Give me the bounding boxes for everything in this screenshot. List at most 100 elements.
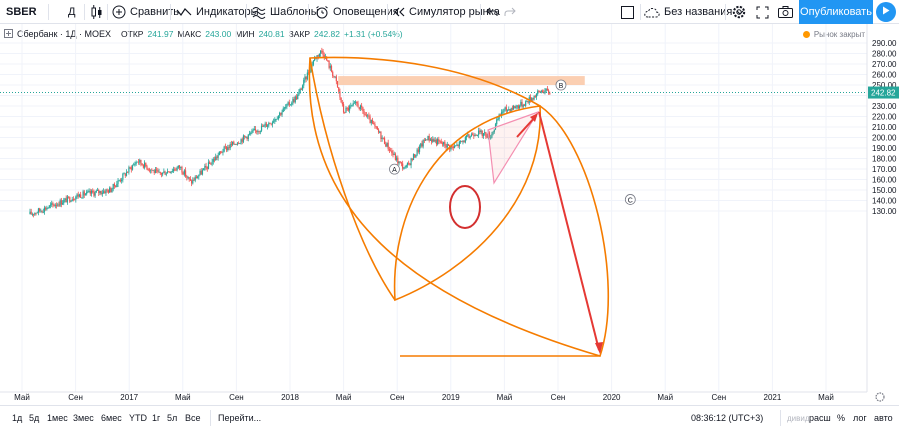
- candle-body-up: [437, 139, 439, 145]
- candle-body-down: [58, 204, 60, 206]
- arc-outer[interactable]: [308, 56, 610, 357]
- range-all[interactable]: Все: [185, 406, 201, 430]
- redo-button[interactable]: [504, 0, 516, 24]
- undo-button[interactable]: [486, 0, 498, 24]
- arc-inner[interactable]: [393, 105, 541, 302]
- settings-button[interactable]: [732, 0, 746, 24]
- snapshot-button[interactable]: [778, 0, 793, 24]
- candle-body-up: [314, 57, 316, 61]
- range-6m[interactable]: 6мес: [101, 406, 122, 430]
- candle-body-up: [158, 171, 160, 173]
- candle-body-up: [525, 101, 527, 106]
- alerts-button[interactable]: Оповещения: [315, 0, 399, 24]
- candle-body-up: [236, 143, 239, 145]
- candle-body-down: [428, 135, 430, 141]
- range-1y[interactable]: 1г: [152, 406, 160, 430]
- publish-button[interactable]: Опубликовать: [799, 0, 873, 24]
- candle-body-up: [176, 167, 178, 171]
- undo-icon: [486, 7, 498, 17]
- point-label-c[interactable]: [624, 194, 636, 205]
- layout-name-label: Без названия: [664, 6, 733, 18]
- candle-body-up: [381, 137, 383, 140]
- candle-body-up: [171, 171, 173, 172]
- play-button[interactable]: [876, 2, 896, 22]
- time-tick-label: 2019: [442, 393, 460, 402]
- candle-body-down: [457, 144, 459, 147]
- highlight-ellipse[interactable]: [449, 185, 481, 229]
- candle-body-up: [348, 106, 351, 111]
- candle-body-up: [47, 207, 49, 209]
- range-5d[interactable]: 5д: [29, 406, 39, 430]
- auto-toggle[interactable]: авто: [874, 406, 893, 430]
- candle-body-up: [386, 142, 388, 147]
- candle-body-up: [170, 171, 172, 173]
- arrow-down-line[interactable]: [538, 111, 600, 351]
- replay-button[interactable]: Симулятор рынка: [393, 0, 500, 24]
- candle-body-up: [197, 176, 199, 179]
- expand-icon[interactable]: [4, 28, 13, 40]
- candle-body-up: [393, 153, 395, 155]
- separator: [308, 4, 309, 20]
- dividend-adjust-toggle[interactable]: дивид: [787, 406, 810, 430]
- range-5y[interactable]: 5л: [167, 406, 177, 430]
- chart-settings-gear-icon[interactable]: [875, 392, 885, 402]
- candle-body-down: [293, 99, 295, 102]
- wedge-pattern[interactable]: [487, 110, 540, 185]
- range-1d[interactable]: 1д: [12, 406, 22, 430]
- point-label-b[interactable]: [555, 79, 567, 91]
- candle-body-up: [215, 156, 217, 161]
- candle-body-up: [470, 134, 472, 137]
- dividend-label: дивид: [787, 413, 810, 423]
- resistance-zone[interactable]: [338, 76, 585, 85]
- range-ytd[interactable]: YTD: [129, 406, 147, 430]
- range-1m[interactable]: 1мес: [47, 406, 68, 430]
- candle-body-down: [307, 72, 310, 74]
- percent-toggle[interactable]: %: [837, 406, 845, 430]
- candle-body-down: [225, 146, 228, 151]
- price-chart[interactable]: ABC290.00280.00270.00260.00250.00240.002…: [0, 24, 899, 405]
- candle-body-up: [519, 105, 521, 109]
- candle-body-down: [83, 191, 85, 196]
- templates-button[interactable]: Шаблоны: [252, 0, 319, 24]
- point-label-a[interactable]: [389, 163, 400, 175]
- compare-button[interactable]: Сравнить: [112, 0, 179, 24]
- layout-menu[interactable]: Без названия: [644, 0, 744, 24]
- range-3m[interactable]: 3мес: [73, 406, 94, 430]
- close-value: 242.82: [314, 29, 340, 39]
- extended-hours-toggle[interactable]: расш: [809, 406, 831, 430]
- candle-body-up: [180, 166, 182, 168]
- chart-type-button[interactable]: [91, 0, 103, 24]
- arc-left[interactable]: [309, 57, 396, 301]
- candle-body-down: [380, 132, 382, 140]
- candle-body-down: [479, 130, 481, 132]
- candle-body-up: [121, 179, 123, 181]
- candle-body-up: [502, 111, 504, 113]
- candle-body-down: [148, 169, 150, 171]
- symbol-search[interactable]: SBER: [6, 0, 37, 24]
- candle-body-down: [342, 104, 345, 113]
- indicators-button[interactable]: Индикаторы: [176, 0, 259, 24]
- log-toggle[interactable]: лог: [853, 406, 867, 430]
- clock[interactable]: 08:36:12 (UTC+3): [691, 406, 763, 430]
- fullscreen-button[interactable]: [756, 0, 769, 24]
- candle-body-up: [298, 91, 300, 95]
- time-tick-label: Сен: [229, 393, 244, 402]
- candle-body-down: [391, 150, 393, 153]
- candle-body-up: [87, 191, 89, 193]
- candle-body-up: [429, 139, 431, 141]
- candle-body-up: [480, 130, 482, 132]
- candle-body-up: [250, 133, 252, 134]
- candle-body-down: [159, 171, 161, 174]
- interval-button[interactable]: Д: [68, 0, 75, 24]
- candle-body-up: [264, 123, 266, 125]
- candle-body-down: [65, 198, 67, 203]
- price-tick-label: 170.00: [872, 165, 897, 174]
- fullscreen-toggle[interactable]: [621, 0, 634, 24]
- separator: [725, 4, 726, 20]
- candle-body-down: [205, 165, 207, 168]
- candle-body-up: [54, 205, 56, 207]
- candle-body-down: [421, 143, 423, 147]
- price-tick-label: 220.00: [872, 113, 897, 122]
- alerts-label: Оповещения: [333, 6, 399, 18]
- goto-date-button[interactable]: Перейти...: [218, 406, 261, 430]
